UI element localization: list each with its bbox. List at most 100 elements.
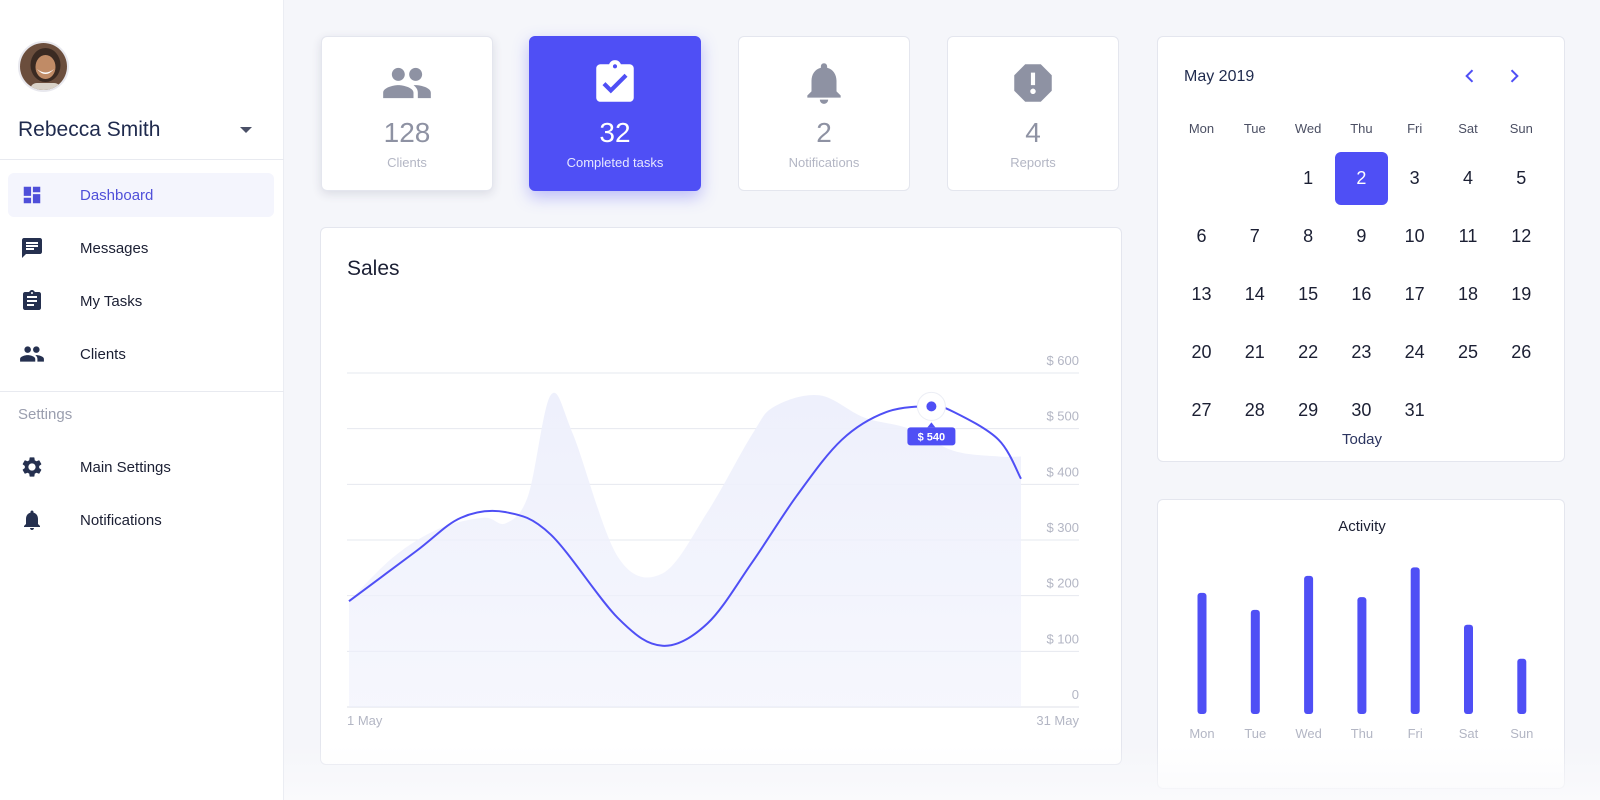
calendar-day[interactable]: 21 [1244, 342, 1265, 362]
sidebar-item-dashboard[interactable]: Dashboard [8, 173, 274, 217]
stat-card-completed-tasks[interactable]: 32 Completed tasks [529, 36, 701, 191]
y-tick-label: $ 500 [1046, 409, 1079, 424]
activity-day-label: Thu [1351, 726, 1373, 741]
calendar-day[interactable]: 9 [1356, 226, 1367, 246]
calendar-day[interactable]: 17 [1404, 284, 1425, 304]
sidebar-item-main-settings[interactable]: Main Settings [8, 445, 274, 489]
avatar[interactable] [18, 41, 69, 92]
activity-day-label: Fri [1408, 726, 1423, 741]
calendar-month-label: May 2019 [1184, 68, 1255, 85]
caret-down-icon[interactable] [240, 127, 252, 133]
calendar-weekday-label: Mon [1188, 121, 1215, 136]
calendar-day[interactable]: 24 [1404, 342, 1425, 362]
user-menu[interactable]: Rebecca Smith [18, 114, 264, 146]
calendar-day[interactable]: 2 [1334, 152, 1388, 205]
sales-marker-point [926, 401, 937, 412]
calendar-day[interactable]: 3 [1409, 168, 1420, 188]
calendar-day[interactable]: 11 [1458, 226, 1478, 246]
clipboard-check-icon [590, 60, 640, 105]
sidebar: Rebecca Smith Dashboard Messages My Task… [0, 0, 284, 800]
calendar-day[interactable]: 5 [1516, 168, 1527, 188]
calendar-prev-button[interactable] [1458, 64, 1482, 88]
y-tick-label: $ 400 [1046, 464, 1079, 479]
stat-card-notifications[interactable]: 2 Notifications [738, 36, 910, 191]
x-axis-start-label: 1 May [347, 713, 383, 728]
activity-day-label: Sat [1459, 726, 1479, 741]
calendar-day[interactable]: 14 [1244, 284, 1265, 304]
gear-icon [18, 453, 46, 481]
stat-card-reports[interactable]: 4 Reports [947, 36, 1119, 191]
sidebar-item-label: Clients [80, 345, 126, 363]
dashboard-icon [18, 181, 46, 209]
activity-day-label: Tue [1244, 726, 1266, 741]
y-tick-label: 0 [1072, 687, 1079, 702]
calendar-weekday-label: Thu [1350, 121, 1373, 136]
divider [0, 159, 284, 160]
calendar-day[interactable]: 26 [1511, 342, 1532, 362]
sales-area-series [349, 392, 1021, 707]
x-axis-end-label: 31 May [1036, 713, 1079, 728]
message-icon [18, 234, 46, 262]
calendar-day[interactable]: 30 [1351, 400, 1372, 420]
sales-card: Sales 0 $ 100 $ 200 $ 300 $ 400 $ 500 $ 600 $ 5… [320, 227, 1122, 765]
calendar-day[interactable]: 27 [1191, 400, 1212, 420]
calendar-weekday-label: Tue [1243, 121, 1266, 136]
stat-value: 4 [1025, 117, 1041, 148]
chevron-left-icon [1465, 69, 1474, 83]
sidebar-item-label: Messages [80, 239, 149, 257]
bell-icon [799, 61, 849, 105]
calendar-today-button[interactable]: Today [1341, 431, 1383, 448]
sales-tooltip-label: $ 540 [918, 431, 946, 443]
sidebar-item-notifications[interactable]: Notifications [8, 498, 274, 542]
sidebar-item-messages[interactable]: Messages [8, 226, 274, 270]
settings-section-label: Settings [18, 406, 73, 423]
calendar-day[interactable]: 25 [1457, 342, 1479, 362]
calendar-day[interactable]: 10 [1404, 226, 1425, 246]
activity-bar [1517, 658, 1527, 714]
stat-label: Notifications [788, 155, 860, 170]
calendar-day[interactable]: 6 [1196, 226, 1207, 246]
stat-label: Completed tasks [566, 155, 664, 170]
stat-value: 128 [383, 117, 431, 148]
sidebar-item-my-tasks[interactable]: My Tasks [8, 279, 274, 323]
calendar-day[interactable]: 22 [1298, 342, 1319, 362]
y-tick-label: $ 200 [1046, 576, 1079, 591]
calendar-day[interactable]: 15 [1298, 284, 1319, 304]
y-tick-label: $ 100 [1046, 631, 1079, 646]
calendar-weekday-label: Wed [1294, 121, 1322, 136]
sales-chart: 0 $ 100 $ 200 $ 300 $ 400 $ 500 $ 600 $ 540 1 Ma… [347, 353, 1079, 728]
activity-bar [1357, 597, 1367, 714]
calendar-day[interactable]: 8 [1303, 226, 1314, 246]
sidebar-item-clients[interactable]: Clients [8, 332, 274, 376]
activity-chart: Mon Tue Wed Thu Fri Sat Sun [1189, 567, 1533, 741]
calendar-day[interactable]: 16 [1351, 284, 1372, 304]
divider [0, 391, 284, 392]
activity-title: Activity [1338, 518, 1386, 535]
calendar-weekday-label: Sun [1509, 121, 1533, 136]
activity-day-label: Sun [1510, 726, 1533, 741]
calendar-day[interactable]: 28 [1244, 400, 1265, 420]
calendar-next-button[interactable] [1502, 64, 1526, 88]
calendar-day[interactable]: 20 [1191, 342, 1212, 362]
sidebar-item-label: Main Settings [80, 458, 171, 476]
calendar-day[interactable]: 31 [1404, 400, 1425, 420]
calendar-day[interactable]: 7 [1249, 226, 1260, 246]
sales-tooltip-box [907, 427, 956, 446]
calendar-day[interactable]: 18 [1457, 284, 1479, 304]
stat-value: 2 [816, 117, 832, 148]
people-icon [381, 61, 433, 105]
activity-bar [1250, 609, 1260, 714]
calendar-day[interactable]: 1 [1303, 168, 1314, 188]
calendar-day[interactable]: 29 [1298, 400, 1319, 420]
calendar-day[interactable]: 13 [1191, 284, 1212, 304]
stat-card-clients[interactable]: 128 Clients [321, 36, 493, 191]
people-icon [18, 340, 46, 368]
alert-octagon-icon [1008, 61, 1058, 105]
activity-bar [1410, 567, 1420, 714]
stat-label: Clients [387, 155, 427, 170]
calendar-day[interactable]: 12 [1511, 226, 1532, 246]
calendar-day[interactable]: 4 [1462, 168, 1473, 188]
calendar-day[interactable]: 19 [1511, 284, 1532, 304]
calendar-day[interactable]: 23 [1351, 342, 1372, 362]
y-tick-label: $ 600 [1046, 353, 1079, 368]
